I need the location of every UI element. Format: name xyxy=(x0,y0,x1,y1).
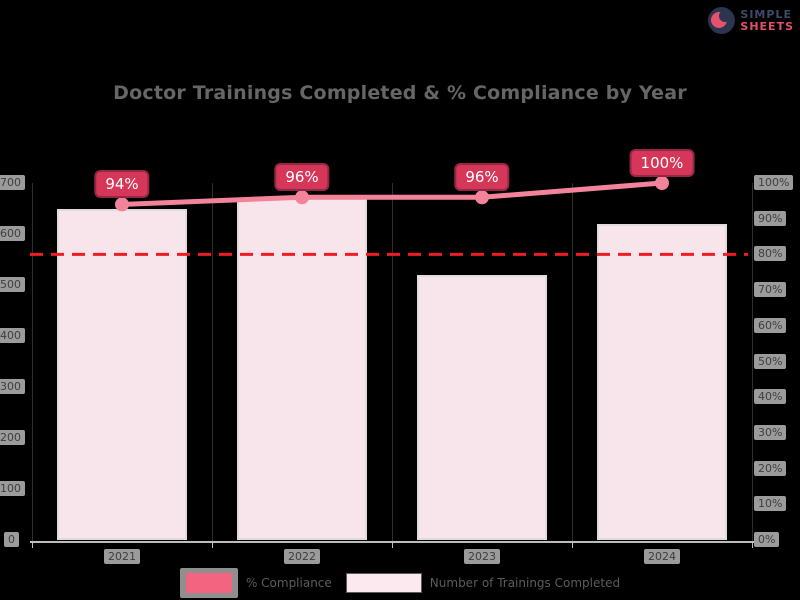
percent-badge: 96% xyxy=(454,163,510,192)
right-axis-tick-label: 100% xyxy=(754,175,794,190)
compliance-line xyxy=(119,180,665,207)
right-axis-tick-label: 80% xyxy=(754,246,787,262)
legend-item-trainings: Number of Trainings Completed xyxy=(345,573,621,593)
right-axis-tick-label: 70% xyxy=(754,282,787,298)
circle-swirl-logo-icon xyxy=(708,7,736,34)
x-axis-tick xyxy=(32,542,33,548)
right-axis-tick-label: 30% xyxy=(754,424,787,440)
right-axis-tick-label: 40% xyxy=(754,389,787,405)
legend-label-compliance: % Compliance xyxy=(245,576,332,590)
legend-swatch-chip xyxy=(179,568,238,598)
left-axis-tick-label: 600 xyxy=(0,226,25,241)
x-axis-category-label: 2023 xyxy=(464,549,500,564)
x-axis-line xyxy=(30,541,754,543)
x-axis-tick xyxy=(752,542,753,548)
vertical-gridline xyxy=(392,183,393,542)
percent-badge: 100% xyxy=(629,149,695,177)
x-axis-category-label: 2024 xyxy=(644,549,680,564)
right-axis-tick-label: 0% xyxy=(754,532,780,547)
x-axis-tick xyxy=(212,542,213,548)
left-axis-tick-label: 0 xyxy=(4,532,19,547)
x-axis-tick xyxy=(572,542,573,548)
line-point-marker xyxy=(475,190,489,205)
vertical-gridline xyxy=(212,183,213,542)
left-axis-tick-label: 200 xyxy=(0,430,25,445)
legend-swatch-bar-series xyxy=(345,573,422,593)
vertical-gridline xyxy=(32,183,33,542)
line-point-marker xyxy=(115,197,129,212)
logo-text: SIMPLE SHEETS xyxy=(740,7,794,33)
bar xyxy=(57,208,187,540)
line-point-marker xyxy=(655,176,669,190)
left-axis-tick-label: 500 xyxy=(0,277,25,292)
logo-line2: SHEETS xyxy=(740,19,794,33)
left-axis-tick-label: 400 xyxy=(0,328,25,343)
legend-swatch-line-series xyxy=(185,573,232,593)
chart-title: Doctor Trainings Completed & % Complianc… xyxy=(113,82,687,104)
brand-logo: SIMPLE SHEETS xyxy=(708,7,794,34)
right-axis-tick-label: 60% xyxy=(754,317,787,333)
percent-badge: 96% xyxy=(274,163,330,192)
bar xyxy=(597,223,727,540)
x-axis-category-label: 2021 xyxy=(104,549,140,564)
percent-badge: 94% xyxy=(94,170,150,199)
bar xyxy=(417,274,547,540)
vertical-gridline xyxy=(572,183,573,542)
left-axis-tick-label: 100 xyxy=(0,481,25,496)
right-axis-tick-label: 90% xyxy=(754,210,787,226)
left-axis-tick-label: 700 xyxy=(0,175,25,190)
x-axis-tick xyxy=(392,542,393,548)
legend-item-compliance: % Compliance xyxy=(179,568,332,598)
right-axis-tick-label: 50% xyxy=(754,353,787,369)
right-axis-tick-label: 20% xyxy=(754,460,787,476)
vertical-gridline xyxy=(752,183,753,542)
left-axis-tick-label: 300 xyxy=(0,379,25,394)
logo-line1: SIMPLE xyxy=(740,7,792,21)
chart-legend: % Compliance Number of Trainings Complet… xyxy=(0,568,800,598)
right-axis-tick-label: 10% xyxy=(754,496,787,512)
x-axis-category-label: 2022 xyxy=(284,549,320,564)
line-point-marker xyxy=(295,190,309,205)
legend-label-trainings: Number of Trainings Completed xyxy=(429,576,621,590)
